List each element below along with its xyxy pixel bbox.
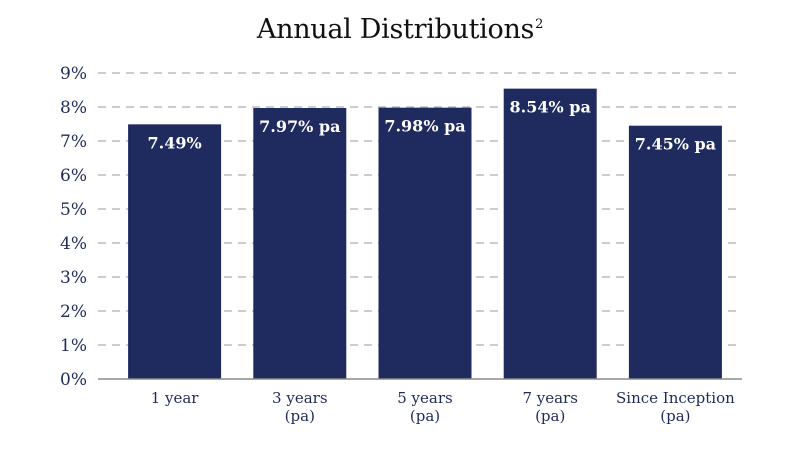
x-tick-label: Since Inception	[616, 389, 735, 407]
y-tick-label: 7%	[60, 132, 87, 152]
y-tick-label: 4%	[60, 234, 87, 254]
data-label: 8.54% pa	[510, 98, 591, 117]
x-tick-label: (pa)	[410, 407, 440, 425]
y-axis-ticks: 0% 1% 2% 3% 4% 5% 6% 7% 8% 9%	[60, 64, 87, 390]
bars	[128, 88, 722, 380]
bar	[378, 107, 472, 380]
x-tick-label: 5 years	[397, 389, 452, 407]
bar	[503, 88, 597, 379]
data-labels: 7.49% 7.97% pa 7.98% pa 8.54% pa 7.45% pa	[148, 98, 717, 154]
x-tick-label: 1 year	[151, 389, 200, 407]
bar	[253, 108, 347, 380]
data-label: 7.49%	[148, 133, 202, 152]
y-tick-label: 0%	[60, 370, 87, 390]
data-label: 7.98% pa	[384, 117, 465, 136]
y-tick-label: 5%	[60, 200, 87, 220]
y-tick-label: 1%	[60, 336, 87, 356]
chart-title-superscript: 2	[535, 17, 544, 32]
chart-title-text: Annual Distributions	[256, 14, 535, 45]
y-tick-label: 3%	[60, 268, 87, 288]
x-tick-label: (pa)	[660, 407, 690, 425]
x-tick-label: (pa)	[285, 407, 315, 425]
data-label: 7.97% pa	[259, 117, 340, 136]
y-tick-label: 6%	[60, 166, 87, 186]
data-label: 7.45% pa	[635, 135, 716, 154]
x-tick-label: (pa)	[535, 407, 565, 425]
chart-title: Annual Distributions2	[0, 14, 800, 45]
bar	[628, 125, 722, 379]
bar	[128, 124, 222, 379]
y-tick-label: 8%	[60, 98, 87, 118]
x-axis-ticks: 1 year 3 years(pa)5 years(pa)7 years(pa)S…	[151, 389, 735, 425]
x-tick-label: 3 years	[272, 389, 327, 407]
x-tick-label: 7 years	[522, 389, 577, 407]
y-tick-label: 9%	[60, 64, 87, 84]
y-tick-label: 2%	[60, 302, 87, 322]
